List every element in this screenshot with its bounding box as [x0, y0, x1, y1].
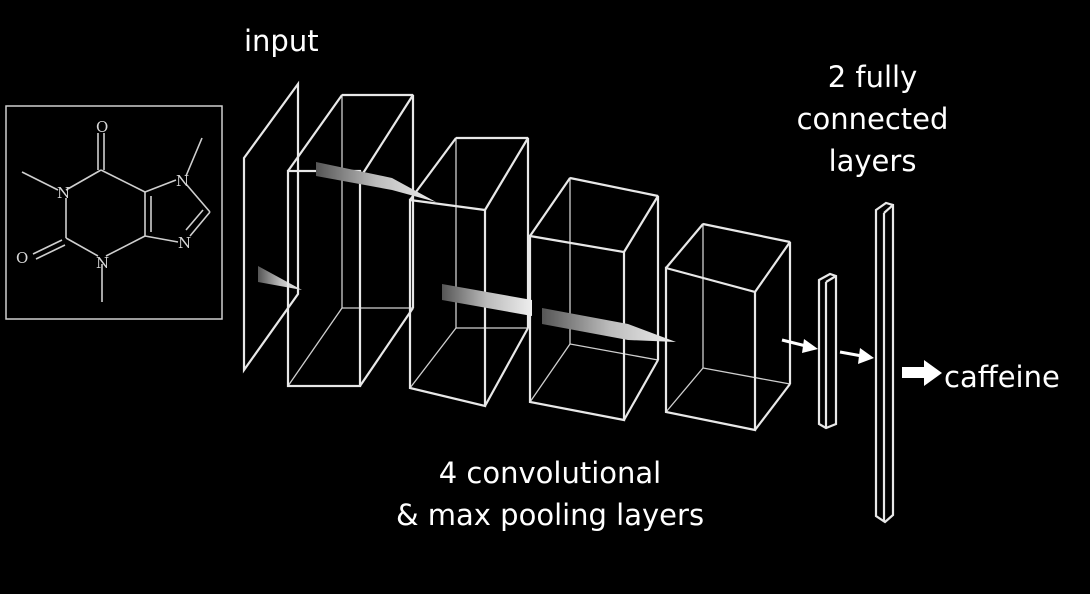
- kernel-input: [258, 266, 302, 290]
- atom-label: O: [96, 118, 108, 136]
- input-plane: [242, 80, 300, 374]
- conv-block-3: [528, 176, 660, 422]
- fully-connected-label-line: layers: [828, 144, 917, 178]
- fully-connected-label-line: connected: [796, 102, 949, 136]
- atom-label: O: [16, 249, 28, 267]
- atom-label: N: [96, 254, 109, 272]
- input-label: input: [244, 24, 319, 58]
- atom-label: N: [176, 172, 189, 190]
- conv-block-2: [408, 136, 530, 408]
- kernel-2: [442, 284, 532, 316]
- kernel-1: [316, 162, 436, 202]
- fully-connected-label: 2 fully connected layers: [780, 56, 965, 182]
- kernel-3: [542, 308, 676, 342]
- output-label: caffeine: [944, 360, 1060, 394]
- convolutional-label-line: 4 convolutional: [438, 456, 662, 490]
- conv-block-1: [286, 93, 415, 388]
- arrow-conv-to-fc1: [781, 338, 818, 353]
- atom-label: N: [57, 184, 70, 202]
- caffeine-molecule-image: O N N O N N: [5, 105, 223, 320]
- convolutional-label-line: & max pooling layers: [395, 498, 705, 532]
- fc-layer-2: [874, 201, 895, 524]
- atom-label: N: [178, 234, 191, 252]
- fc-layer-1: [817, 272, 838, 430]
- arrow-fc2-to-output: [902, 360, 942, 386]
- fully-connected-label-line: 2 fully: [827, 60, 918, 94]
- arrow-fc1-to-fc2: [839, 348, 874, 364]
- conv-block-4: [664, 222, 792, 432]
- convolutional-label: 4 convolutional & max pooling layers: [370, 452, 730, 536]
